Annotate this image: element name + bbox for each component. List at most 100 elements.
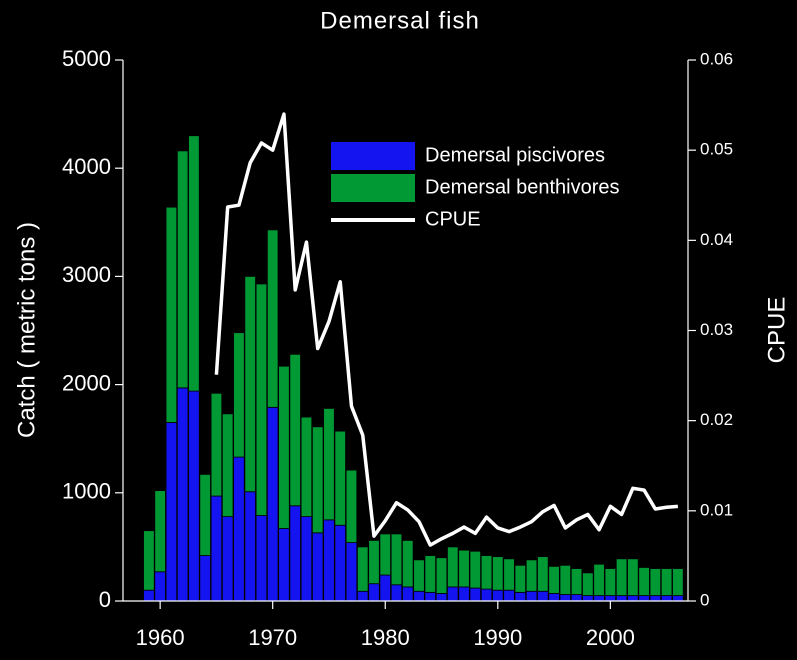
bar-segment (311, 532, 324, 602)
bar-segment (402, 540, 414, 588)
bar-segment (176, 150, 189, 389)
bar-segment (278, 528, 290, 602)
y2-tick-label: 0.04 (700, 230, 733, 249)
bar-segment (154, 571, 166, 602)
bar-segment (638, 567, 650, 596)
bar-segment (210, 495, 223, 602)
bar-segment (627, 558, 639, 596)
bar-segment (266, 229, 279, 408)
bar-segment (368, 583, 380, 602)
y2-tick-label: 0.03 (700, 320, 733, 339)
bar-segment (356, 590, 369, 602)
bar-segment (210, 392, 223, 497)
bar-segment (537, 590, 549, 602)
bar-segment (188, 390, 200, 602)
x-tick-label: 1990 (473, 625, 522, 650)
bar-segment (323, 408, 335, 521)
bar-segment (390, 533, 403, 586)
bar-segment (424, 591, 437, 602)
y-tick-label: 0 (99, 587, 111, 612)
bar-segment (199, 474, 211, 556)
bar-segment (188, 135, 200, 392)
bar-segment (649, 568, 662, 596)
bar-segment (660, 595, 673, 602)
bar-segment (289, 353, 301, 507)
bar-segment (537, 556, 549, 592)
bar-segment (323, 519, 335, 602)
bar-segment (266, 406, 279, 602)
bar-segment (255, 515, 268, 602)
bar-segment (649, 595, 662, 602)
bar-segment (413, 590, 425, 602)
y-tick-label: 5000 (62, 46, 111, 71)
bar-segment (447, 586, 459, 602)
bar-segment (548, 565, 560, 594)
bar-segment (660, 568, 673, 596)
bar-segment (458, 549, 470, 588)
y-axis-label: Catch ( metric tons ) (13, 222, 40, 438)
bar-segment (559, 564, 572, 595)
chart-title: Demersal fish (320, 7, 480, 34)
bar-segment (143, 589, 155, 602)
legend-label: Demersal piscivores (425, 144, 605, 166)
bar-segment (289, 505, 301, 602)
bar-segment (492, 556, 504, 591)
legend-label: CPUE (425, 208, 481, 230)
bar-segment (469, 550, 482, 589)
bar-segment (604, 595, 617, 602)
y2-tick-label: 0.02 (700, 410, 733, 429)
legend-swatch (331, 142, 415, 170)
bar-segment (334, 524, 346, 602)
bar-segment (199, 555, 211, 602)
y-tick-label: 4000 (62, 154, 111, 179)
bar-segment (672, 595, 684, 602)
x-tick-label: 1970 (248, 625, 297, 650)
bar-segment (165, 206, 178, 423)
bar-segment (334, 430, 346, 526)
bar-segment (255, 283, 268, 516)
bar-segment (278, 365, 290, 529)
bar-segment (447, 546, 459, 588)
bar-segment (379, 533, 391, 576)
bar-segment (480, 588, 493, 602)
bar-segment (176, 387, 189, 602)
bar-segment (480, 555, 493, 590)
bar-segment (604, 568, 617, 596)
bar-segment (570, 568, 583, 595)
bar-segment (469, 587, 482, 602)
bar-segment (627, 595, 639, 602)
bar-segment (233, 456, 245, 602)
bar-segment (368, 540, 380, 585)
bar-segment (379, 574, 391, 602)
bar-segment (638, 595, 650, 602)
bar-segment (233, 332, 245, 458)
bar-segment (548, 593, 560, 602)
bar-segment (435, 557, 448, 594)
y2-axis-label: CPUE (763, 297, 790, 364)
y-tick-label: 1000 (62, 479, 111, 504)
bar-segment (244, 275, 256, 493)
x-tick-label: 2000 (586, 625, 635, 650)
bar-segment (221, 413, 234, 518)
bar-segment (300, 416, 313, 518)
bar-segment (390, 584, 403, 602)
bar-segment (525, 559, 538, 592)
bar-segment (345, 469, 358, 543)
bar-segment (514, 564, 527, 593)
bar-segment (300, 516, 313, 602)
y2-tick-label: 0 (700, 590, 709, 609)
bar-segment (559, 594, 572, 602)
cpue-line (214, 112, 679, 547)
bar-segment (492, 589, 504, 602)
bar-segment (345, 542, 358, 602)
bar-segment (582, 595, 594, 602)
y-tick-label: 2000 (62, 370, 111, 395)
bar-segment (503, 589, 515, 602)
legend-swatch (331, 174, 415, 202)
bar-segment (593, 595, 605, 602)
y2-tick-label: 0.01 (700, 500, 733, 519)
bar-segment (424, 555, 437, 593)
bar-segment (143, 530, 155, 591)
bar-segment (615, 595, 628, 602)
bar-segment (615, 558, 628, 596)
